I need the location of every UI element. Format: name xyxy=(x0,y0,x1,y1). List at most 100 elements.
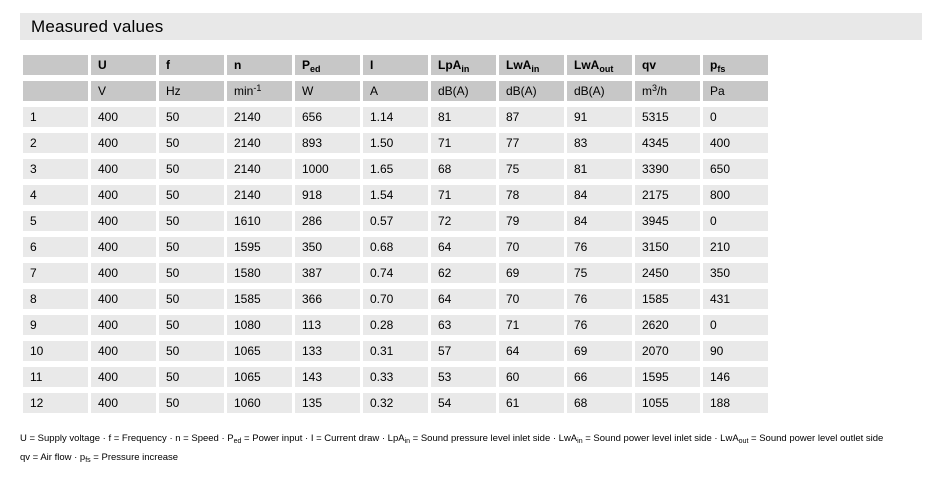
table-cell: 54 xyxy=(431,393,496,413)
row-number-cell: 6 xyxy=(23,237,88,257)
column-header-lwa-in: LwAin xyxy=(499,55,564,75)
table-cell: 2140 xyxy=(227,159,292,179)
column-unit-lpa-in: dB(A) xyxy=(431,81,496,101)
table-cell: 800 xyxy=(703,185,768,205)
table-row: 2 400 50 2140 893 1.50 71 77 83 4345 400 xyxy=(23,133,768,153)
table-cell: 68 xyxy=(431,159,496,179)
table-cell: 2140 xyxy=(227,107,292,127)
footnote-subscript: in xyxy=(404,438,411,445)
table-cell: 1.14 xyxy=(363,107,428,127)
column-unit-f: Hz xyxy=(159,81,224,101)
footnote-text: = Sound power level outlet side xyxy=(748,433,884,444)
table-cell: 1610 xyxy=(227,211,292,231)
table-cell: 1080 xyxy=(227,315,292,335)
table-cell: 90 xyxy=(703,341,768,361)
table-cell: 350 xyxy=(703,263,768,283)
column-header-i: I xyxy=(363,55,428,75)
table-row: 10 400 50 1065 133 0.31 57 64 69 2070 90 xyxy=(23,341,768,361)
table-cell: 68 xyxy=(567,393,632,413)
table-cell: 84 xyxy=(567,211,632,231)
table-cell: 1595 xyxy=(227,237,292,257)
table-cell: 2140 xyxy=(227,185,292,205)
page-title: Measured values xyxy=(31,16,164,36)
table-row: 9 400 50 1080 113 0.28 63 71 76 2620 0 xyxy=(23,315,768,335)
footnote-text: = Sound power level inlet side · LwA xyxy=(582,433,739,444)
table-row: 11 400 50 1065 143 0.33 53 60 66 1595 146 xyxy=(23,367,768,387)
table-cell: 350 xyxy=(295,237,360,257)
table-cell: 366 xyxy=(295,289,360,309)
table-cell: 0.70 xyxy=(363,289,428,309)
footnote-text: qv = Air flow · p xyxy=(20,452,86,463)
table-cell: 50 xyxy=(159,263,224,283)
table-cell: 3390 xyxy=(635,159,700,179)
table-cell: 400 xyxy=(91,237,156,257)
footnote-text: = Pressure increase xyxy=(90,452,179,463)
table-cell: 0 xyxy=(703,107,768,127)
column-unit-u: V xyxy=(91,81,156,101)
table-cell: 400 xyxy=(91,185,156,205)
row-number-cell: 8 xyxy=(23,289,88,309)
table-cell: 1055 xyxy=(635,393,700,413)
column-unit-lwa-out: dB(A) xyxy=(567,81,632,101)
table-cell: 1585 xyxy=(227,289,292,309)
column-header-qv: qv xyxy=(635,55,700,75)
table-cell: 71 xyxy=(431,133,496,153)
table-cell: 1060 xyxy=(227,393,292,413)
row-number-cell: 7 xyxy=(23,263,88,283)
table-cell: 69 xyxy=(499,263,564,283)
table-cell: 0 xyxy=(703,211,768,231)
column-header-pfs: pfs xyxy=(703,55,768,75)
table-cell: 60 xyxy=(499,367,564,387)
table-cell: 133 xyxy=(295,341,360,361)
table-cell: 146 xyxy=(703,367,768,387)
footnote-subscript: in xyxy=(577,438,583,445)
row-number-cell: 11 xyxy=(23,367,88,387)
table-cell: 0.33 xyxy=(363,367,428,387)
table-cell: 400 xyxy=(91,341,156,361)
table-cell: 91 xyxy=(567,107,632,127)
table-cell: 57 xyxy=(431,341,496,361)
table-cell: 431 xyxy=(703,289,768,309)
row-number-cell: 3 xyxy=(23,159,88,179)
table-cell: 0 xyxy=(703,315,768,335)
table-cell: 50 xyxy=(159,159,224,179)
table-cell: 50 xyxy=(159,211,224,231)
row-number-cell: 1 xyxy=(23,107,88,127)
footnote-legend: U = Supply voltage · f = Frequency · n =… xyxy=(20,429,926,467)
table-cell: 113 xyxy=(295,315,360,335)
column-header-row xyxy=(23,55,88,75)
column-unit-row xyxy=(23,81,88,101)
table-row: 3 400 50 2140 1000 1.65 68 75 81 3390 650 xyxy=(23,159,768,179)
table-cell: 400 xyxy=(91,315,156,335)
table-cell: 62 xyxy=(431,263,496,283)
column-unit-pfs: Pa xyxy=(703,81,768,101)
table-cell: 400 xyxy=(91,289,156,309)
footnote-subscript: ed xyxy=(233,438,242,445)
table-cell: 1585 xyxy=(635,289,700,309)
table-cell: 4345 xyxy=(635,133,700,153)
table-cell: 2175 xyxy=(635,185,700,205)
table-cell: 70 xyxy=(499,289,564,309)
table-cell: 50 xyxy=(159,289,224,309)
column-unit-n: min-1 xyxy=(227,81,292,101)
table-cell: 50 xyxy=(159,393,224,413)
table-cell: 75 xyxy=(499,159,564,179)
footnote-line-1: U = Supply voltage · f = Frequency · n =… xyxy=(20,429,926,448)
table-row: 8 400 50 1585 366 0.70 64 70 76 1585 431 xyxy=(23,289,768,309)
table-cell: 71 xyxy=(431,185,496,205)
table-cell: 3150 xyxy=(635,237,700,257)
table-cell: 0.28 xyxy=(363,315,428,335)
table-cell: 400 xyxy=(91,133,156,153)
column-unit-qv: m3/h xyxy=(635,81,700,101)
table-row: 6 400 50 1595 350 0.68 64 70 76 3150 210 xyxy=(23,237,768,257)
table-cell: 1580 xyxy=(227,263,292,283)
table-row: 7 400 50 1580 387 0.74 62 69 75 2450 350 xyxy=(23,263,768,283)
table-body: 1 400 50 2140 656 1.14 81 87 91 5315 0 2 400 50 2140 89… xyxy=(23,107,768,413)
table-cell: 400 xyxy=(91,263,156,283)
table-cell: 650 xyxy=(703,159,768,179)
row-number-cell: 10 xyxy=(23,341,88,361)
column-unit-ped: W xyxy=(295,81,360,101)
table-cell: 81 xyxy=(431,107,496,127)
section-title-bar: Measured values xyxy=(20,13,922,40)
table-cell: 400 xyxy=(91,159,156,179)
